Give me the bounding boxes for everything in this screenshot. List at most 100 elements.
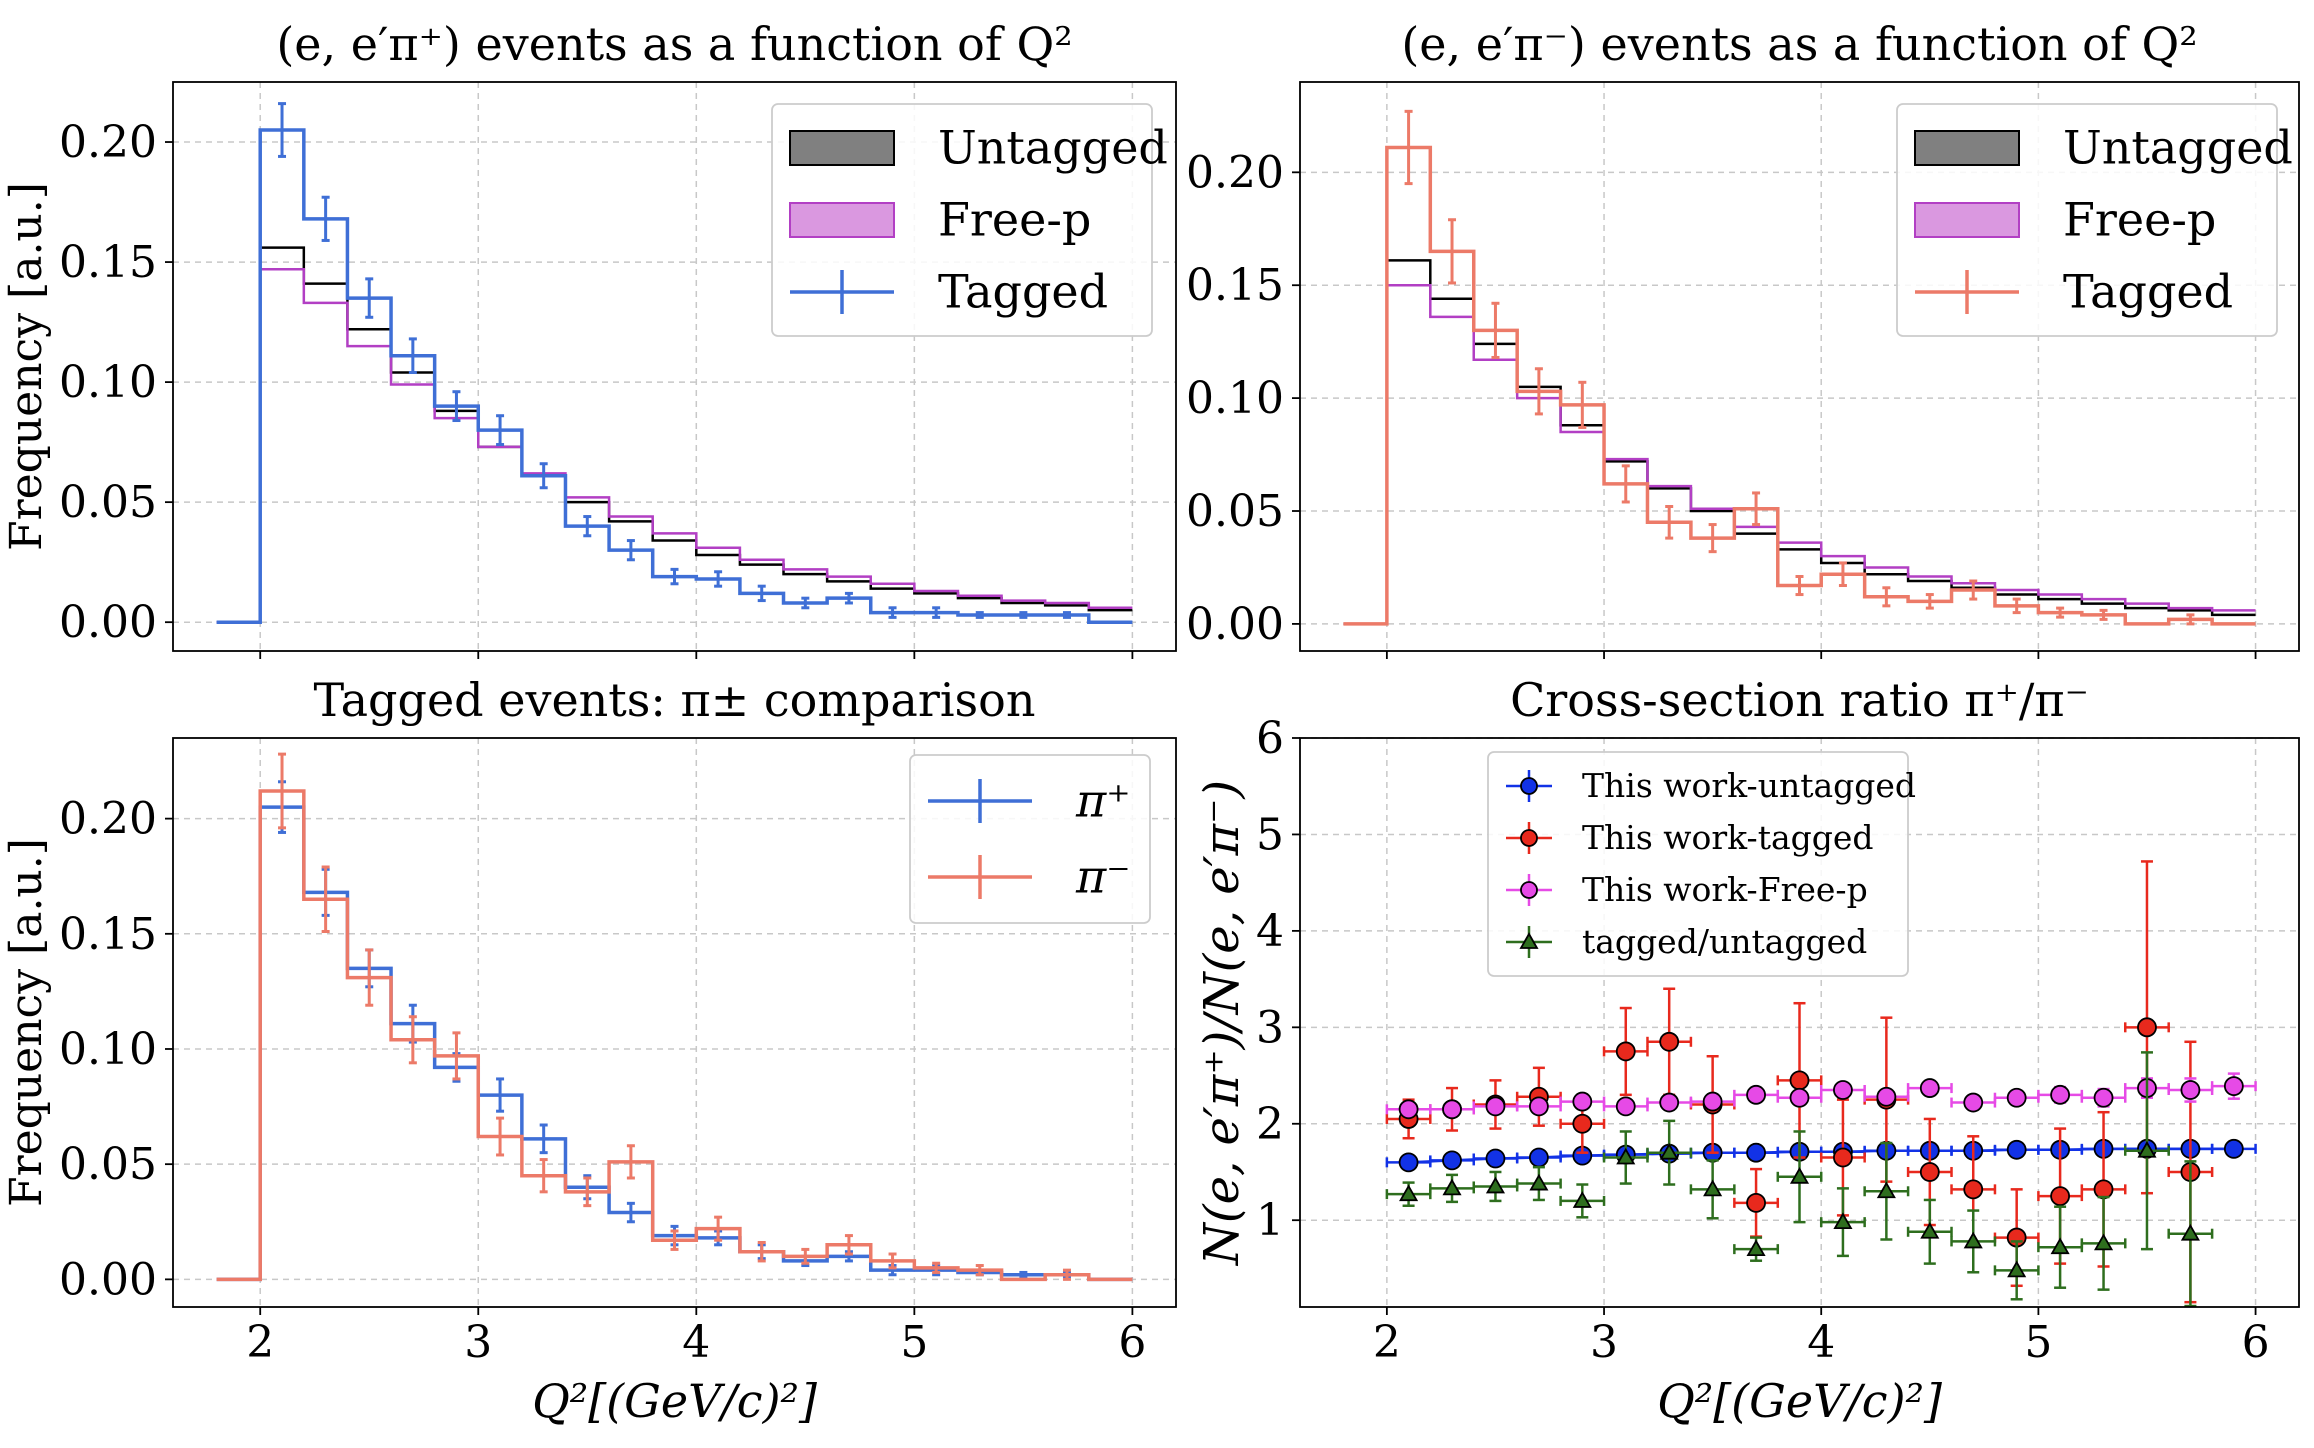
data-point-circle <box>1442 1150 1462 1171</box>
y-tick-label: 0.05 <box>59 477 157 528</box>
data-point-triangle <box>2093 1233 2114 1251</box>
data-point-triangle <box>2050 1237 2070 1255</box>
series-Untagged <box>1343 259 2256 626</box>
step-line <box>216 128 1133 624</box>
legend-entry: π⁺ <box>928 774 1131 828</box>
legend-label: Free-p <box>2063 193 2216 247</box>
data-point-triangle <box>1833 1212 1853 1230</box>
plot-area <box>1343 109 2256 626</box>
legend-label: π⁻ <box>1075 850 1131 904</box>
y-tick-label: 0.05 <box>1186 486 1284 537</box>
x-tick-label: 3 <box>464 1317 492 1368</box>
y-tick-label: 0.20 <box>59 794 157 845</box>
legend-marker <box>1520 777 1538 795</box>
x-tick-label: 5 <box>2024 1317 2052 1368</box>
axes-frame <box>172 81 1177 652</box>
legend-label: tagged/untagged <box>1582 922 1867 961</box>
legend: Untagged Free-p Tagged <box>1896 103 2293 337</box>
y-tick-label: 3 <box>1256 1002 1284 1053</box>
legend-label: This work-Free-p <box>1582 870 1868 909</box>
step-line <box>216 268 1133 624</box>
data-point-triangle <box>1442 1178 1462 1196</box>
y-tick-label: 0.10 <box>1186 373 1284 424</box>
data-point-triangle <box>1529 1173 1549 1191</box>
step-line <box>216 246 1133 624</box>
data-point-circle <box>1398 1099 1419 1120</box>
data-point-circle <box>2050 1084 2071 1105</box>
data-point-circle <box>1876 1086 1897 1107</box>
data-point-triangle <box>1616 1147 1636 1165</box>
legend: π⁺ π⁻ <box>909 754 1151 924</box>
data-point-circle <box>2093 1179 2114 1200</box>
step-line <box>1343 259 2256 626</box>
x-axis-label: Q²[(GeV/c)²] <box>532 1374 817 1428</box>
data-point-circle <box>1528 1096 1549 1117</box>
legend-label: Untagged <box>938 121 1168 175</box>
y-tick-label: 0.00 <box>1186 599 1284 650</box>
data-point-triangle <box>1485 1176 1506 1194</box>
axes-frame <box>1299 81 2300 652</box>
panel-bottom-right: 2 3 4 5 6 1 2 3 4 5 6 Cross-section ratio π⁺/π⁻ Q²[(… <box>1194 673 2300 1428</box>
data-point-circle <box>1746 1142 1766 1163</box>
x-tick-label: 5 <box>900 1317 928 1368</box>
series-tagged/untagged <box>1385 1051 2214 1307</box>
y-tick-label: 0.10 <box>59 357 157 408</box>
y-tick-label: 5 <box>1256 809 1284 860</box>
x-tick-label: 4 <box>682 1317 710 1368</box>
series-π⁻ <box>216 752 1133 1282</box>
legend-swatch <box>1914 202 2020 238</box>
data-point-circle <box>2050 1186 2071 1206</box>
data-point-triangle <box>1963 1231 1983 1249</box>
legend-label: This work-tagged <box>1582 818 1874 857</box>
legend-box <box>1487 751 1909 977</box>
plot-area <box>216 102 1133 624</box>
legend-marker <box>1520 829 1538 847</box>
data-point-circle <box>1833 1147 1853 1168</box>
panel-top-left: 0.00 0.05 0.10 0.15 0.20 (e, e′π⁺) events as … <box>1 17 1177 659</box>
data-point-circle <box>2223 1138 2244 1159</box>
data-point-circle <box>2137 1017 2157 1038</box>
data-point-circle <box>2223 1076 2244 1097</box>
legend-entry: Tagged <box>790 265 1108 319</box>
data-point-circle <box>2180 1080 2201 1100</box>
legend: This work-untagged This work-tagged This w… <box>1487 751 1916 977</box>
panel-bottom-left: 2 3 4 5 6 0.00 0.05 0.10 0.15 0.20 Tagged events: … <box>1 673 1177 1428</box>
data-point-triangle <box>1789 1166 1810 1184</box>
legend-entry: This work-tagged <box>1506 818 1874 857</box>
data-point-circle <box>1572 1113 1593 1134</box>
data-point-circle <box>1528 1147 1549 1168</box>
legend-label: Tagged <box>2063 265 2233 319</box>
data-point-circle <box>1746 1084 1766 1105</box>
legend-entry: This work-untagged <box>1506 766 1916 805</box>
x-tick-label: 2 <box>246 1317 274 1368</box>
axes-frame <box>1299 737 2300 1308</box>
plot-area <box>1385 860 2257 1307</box>
legend-swatch <box>789 202 895 238</box>
y-tick-label: 4 <box>1256 906 1284 957</box>
data-point-circle <box>1572 1091 1593 1112</box>
series-Untagged <box>216 246 1133 624</box>
y-tick-label: 6 <box>1256 713 1284 764</box>
legend-swatch <box>1914 130 2020 166</box>
series-Tagged <box>1343 109 2256 626</box>
data-point-circle <box>2006 1139 2027 1160</box>
axes-frame <box>172 737 1177 1308</box>
data-point-circle <box>1919 1162 1940 1182</box>
legend-marker <box>1519 932 1539 949</box>
y-axis-label: Frequency [a.u.] <box>1 838 52 1207</box>
data-point-circle <box>1963 1092 1984 1113</box>
data-point-circle <box>1398 1152 1419 1173</box>
legend-label: Tagged <box>938 265 1108 319</box>
step-line <box>1343 283 2256 626</box>
legend-entry: Free-p <box>1914 193 2216 247</box>
legend-label: This work-untagged <box>1582 766 1916 805</box>
panel-top-right: 0.00 0.05 0.10 0.15 0.20 (e, e′π⁻) events as … <box>1186 17 2300 659</box>
data-point-triangle <box>1920 1221 1940 1239</box>
data-point-circle <box>1789 1070 1810 1091</box>
y-tick-label: 0.20 <box>1186 147 1284 198</box>
legend-entry: Untagged <box>1914 121 2293 175</box>
data-point-circle <box>1442 1099 1462 1120</box>
data-point-circle <box>1659 1031 1680 1052</box>
legend-entry: tagged/untagged <box>1506 922 1867 961</box>
